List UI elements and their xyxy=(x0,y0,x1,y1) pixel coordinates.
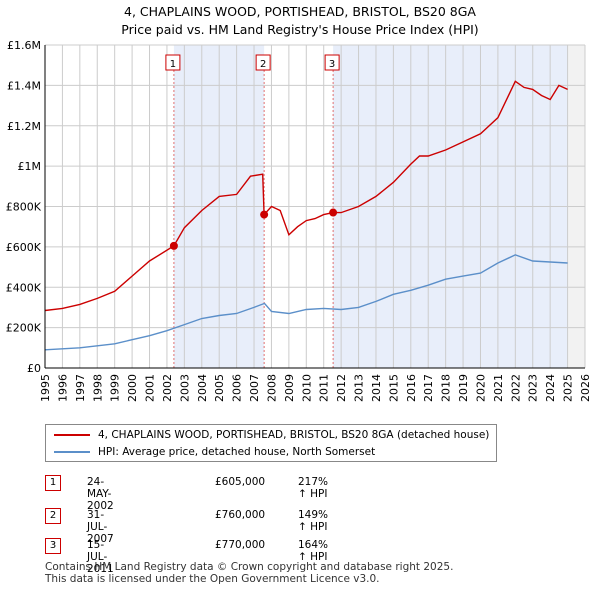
legend-label-hpi: HPI: Average price, detached house, Nort… xyxy=(98,446,375,458)
x-tick-label: 2017 xyxy=(422,374,435,402)
x-tick-label: 2018 xyxy=(440,374,453,402)
y-tick-label: £1.6M xyxy=(7,39,41,52)
footer-line1: Contains HM Land Registry data © Crown c… xyxy=(45,561,453,573)
x-tick-label: 2008 xyxy=(265,374,278,402)
y-tick-label: £0 xyxy=(27,362,41,375)
y-tick-label: £200K xyxy=(6,322,42,335)
x-tick-label: 1997 xyxy=(74,374,87,402)
x-tick-label: 2026 xyxy=(579,374,592,402)
x-tick-label: 1996 xyxy=(56,374,69,402)
x-tick-label: 2021 xyxy=(492,374,505,402)
y-tick-label: £800K xyxy=(6,201,42,214)
sale-marker-label: 1 xyxy=(170,59,176,70)
x-tick-label: 2025 xyxy=(562,374,575,402)
x-tick-label: 2019 xyxy=(457,374,470,402)
x-tick-label: 2015 xyxy=(387,374,400,402)
y-tick-label: £1.2M xyxy=(7,120,41,133)
legend-swatch-hpi xyxy=(54,451,90,453)
transaction-hpi: 149% ↑ HPI xyxy=(298,509,328,533)
x-tick-label: 2012 xyxy=(335,374,348,402)
legend-label-price: 4, CHAPLAINS WOOD, PORTISHEAD, BRISTOL, … xyxy=(98,429,489,441)
sale-point xyxy=(260,211,268,219)
x-tick-label: 2009 xyxy=(283,374,296,402)
legend-item-price: 4, CHAPLAINS WOOD, PORTISHEAD, BRISTOL, … xyxy=(54,427,489,443)
chart-area: 1 2 3 £0 £200K £400K £600K £800K £1M £1.2M £1.4M £… xyxy=(0,0,600,420)
x-tick-label: 2006 xyxy=(231,374,244,402)
x-tick-label: 2011 xyxy=(318,374,331,402)
transaction-number-box: 1 xyxy=(45,475,61,491)
x-tick-label: 2022 xyxy=(509,374,522,402)
legend: 4, CHAPLAINS WOOD, PORTISHEAD, BRISTOL, … xyxy=(45,424,497,462)
sale-marker-label: 3 xyxy=(329,59,335,70)
x-tick-label: 2014 xyxy=(370,374,383,402)
y-tick-label: £600K xyxy=(6,241,42,254)
x-tick-label: 1998 xyxy=(91,374,104,402)
footer: Contains HM Land Registry data © Crown c… xyxy=(45,561,453,585)
x-tick-label: 1999 xyxy=(109,374,122,402)
transaction-number-box: 3 xyxy=(45,538,61,554)
x-tick-label: 2005 xyxy=(213,374,226,402)
x-tick-label: 2020 xyxy=(474,374,487,402)
x-tick-label: 2003 xyxy=(178,374,191,402)
transaction-number-box: 2 xyxy=(45,508,61,524)
x-tick-label: 2010 xyxy=(300,374,313,402)
x-tick-label: 2001 xyxy=(144,374,157,402)
x-tick-label: 2002 xyxy=(161,374,174,402)
sale-point xyxy=(329,209,337,217)
transaction-price: £760,000 xyxy=(215,509,265,521)
x-tick-label: 2016 xyxy=(405,374,418,402)
transaction-price: £605,000 xyxy=(215,476,265,488)
x-tick-label: 2007 xyxy=(248,374,261,402)
legend-swatch-price xyxy=(54,434,90,436)
y-tick-label: £400K xyxy=(6,281,42,294)
x-tick-label: 2024 xyxy=(544,374,557,402)
transaction-price: £770,000 xyxy=(215,539,265,551)
transaction-hpi: 164% ↑ HPI xyxy=(298,539,328,563)
x-tick-label: 2004 xyxy=(196,374,209,402)
sale-marker-label: 2 xyxy=(260,59,266,70)
sale-point xyxy=(170,242,178,250)
transaction-hpi: 217% ↑ HPI xyxy=(298,476,328,500)
y-tick-label: £1M xyxy=(18,160,42,173)
x-tick-label: 2023 xyxy=(527,374,540,402)
transaction-date: 24-MAY-2002 xyxy=(87,476,114,512)
footer-line2: This data is licensed under the Open Gov… xyxy=(45,573,453,585)
y-tick-label: £1.4M xyxy=(7,79,41,92)
legend-item-hpi: HPI: Average price, detached house, Nort… xyxy=(54,444,375,460)
x-tick-label: 1995 xyxy=(39,374,52,402)
x-tick-label: 2000 xyxy=(126,374,139,402)
x-tick-label: 2013 xyxy=(353,374,366,402)
